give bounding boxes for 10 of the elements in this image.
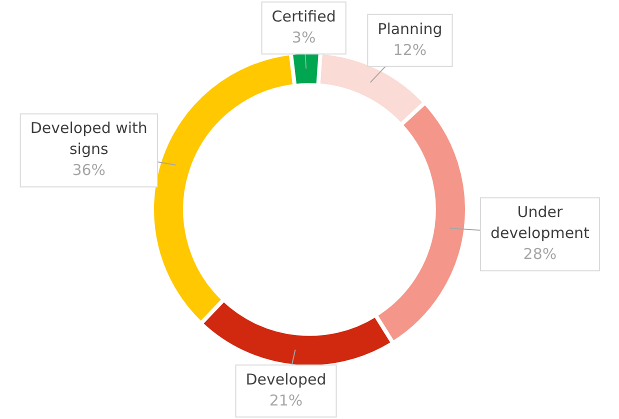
data-label: 21% — [269, 391, 303, 410]
slice-label: Developed — [246, 370, 326, 388]
data-label: 36% — [72, 161, 106, 180]
data-label: 28% — [523, 245, 557, 264]
data-label: 12% — [393, 40, 427, 59]
slice-label: Under development — [490, 203, 590, 242]
slice-label: Certified — [272, 7, 336, 26]
slice-label: Developed with signs — [30, 119, 148, 158]
slice-label: Planning — [378, 20, 442, 38]
data-label: 3% — [292, 28, 316, 46]
